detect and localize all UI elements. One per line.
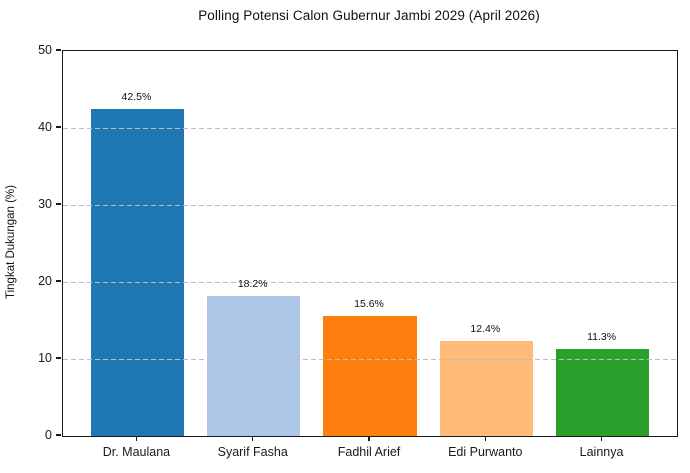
- gridline: [63, 128, 677, 129]
- gridline: [63, 282, 677, 283]
- bar-value-label: 11.3%: [587, 330, 617, 343]
- y-tick-label: 30: [38, 196, 52, 211]
- y-tick-label: 20: [38, 273, 52, 288]
- bar-value-label: 12.4%: [470, 322, 501, 335]
- gridline: [63, 359, 677, 360]
- x-tick-mark: [252, 436, 254, 442]
- bar-fadhil-arief: [323, 315, 417, 436]
- bar-value-label: 18.2%: [237, 277, 268, 290]
- x-tick-label: Lainnya: [579, 445, 624, 459]
- x-tick-label: Dr. Maulana: [102, 445, 171, 459]
- y-tick-mark: [55, 49, 61, 51]
- y-tick-mark: [55, 434, 61, 436]
- y-tick-label: 50: [38, 42, 52, 57]
- y-tick-mark: [55, 126, 61, 128]
- y-tick-mark: [55, 203, 61, 205]
- bar-edi-purwanto: [439, 340, 533, 436]
- bar-syarif-fasha: [207, 295, 301, 436]
- y-tick-label: 40: [38, 119, 52, 134]
- x-tick-label: Syarif Fasha: [217, 445, 288, 459]
- x-tick-mark: [135, 436, 138, 442]
- y-tick-mark: [55, 357, 61, 359]
- bar-value-label: 42.5%: [121, 90, 152, 103]
- x-tick-mark: [600, 436, 603, 442]
- bar-dr-maulana: [90, 108, 184, 436]
- plot-area: [62, 50, 678, 437]
- x-tick-mark: [368, 436, 370, 442]
- x-tick-label: Edi Purwanto: [448, 445, 523, 459]
- y-tick-label: 0: [45, 427, 52, 442]
- x-tick-label: Fadhil Arief: [337, 445, 401, 459]
- y-tick-mark: [55, 280, 61, 282]
- gridline: [63, 205, 677, 206]
- x-tick-mark: [484, 436, 486, 442]
- chart-title: Polling Potensi Calon Gubernur Jambi 202…: [198, 8, 540, 23]
- bar-value-label: 15.6%: [354, 297, 384, 310]
- y-tick-label: 10: [38, 350, 52, 365]
- bar-lainnya: [556, 349, 650, 436]
